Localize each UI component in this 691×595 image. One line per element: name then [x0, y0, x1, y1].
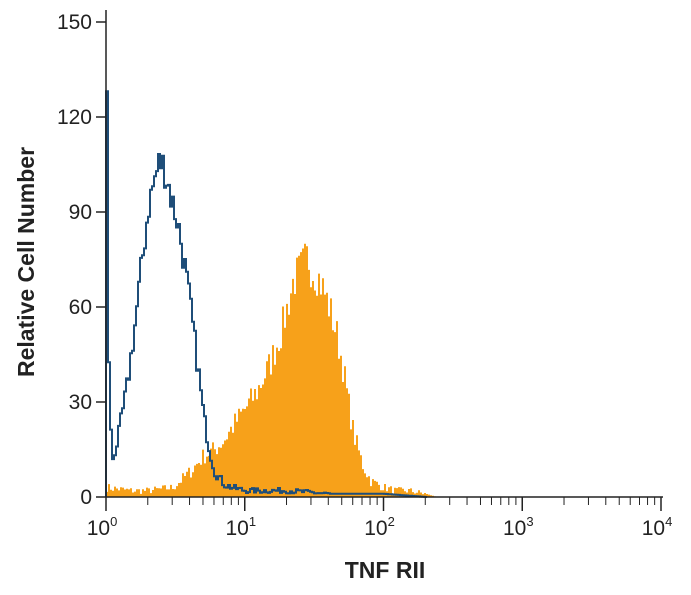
x-tick-label: 102 — [364, 514, 395, 540]
y-tick-label: 0 — [80, 486, 92, 509]
x-ticks: 100 101 102 103 104 — [87, 497, 673, 540]
x-axis-title: TNF RII — [345, 557, 426, 583]
plot-area — [105, 90, 438, 498]
y-ticks: 0 30 60 90 120 150 — [57, 11, 106, 509]
y-tick-label: 90 — [69, 201, 92, 224]
x-tick-label: 101 — [225, 514, 256, 540]
y-axis-title: Relative Cell Number — [13, 147, 39, 377]
series-outline-histogram — [105, 90, 428, 498]
y-tick-label: 150 — [57, 11, 92, 34]
x-tick-label: 104 — [642, 514, 673, 540]
axes — [105, 10, 663, 498]
y-tick-label: 30 — [69, 391, 92, 414]
y-tick-label: 120 — [57, 106, 92, 129]
series-filled-histogram — [106, 243, 438, 497]
y-tick-label: 60 — [69, 296, 92, 319]
x-tick-label: 100 — [87, 514, 118, 540]
x-tick-label: 103 — [503, 514, 534, 540]
